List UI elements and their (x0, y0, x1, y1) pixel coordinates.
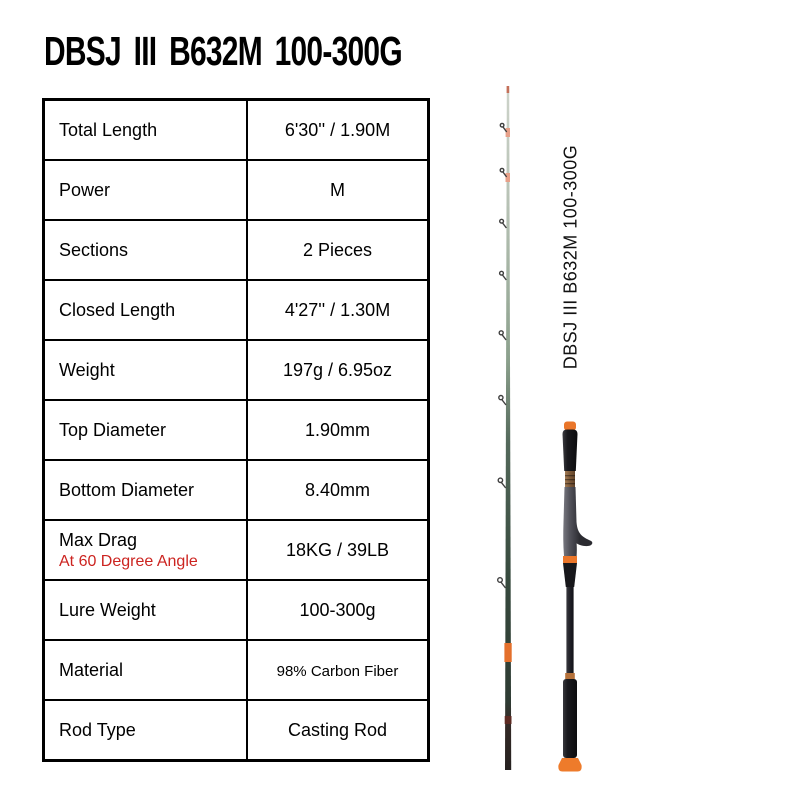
nut-groove (565, 479, 575, 481)
spec-value: 1.90mm (246, 399, 430, 461)
table-row: Bottom Diameter 8.40mm (42, 459, 430, 521)
copper-ring (565, 673, 575, 679)
table-row: Max Drag At 60 Degree Angle 18KG / 39LB (42, 519, 430, 581)
spec-label: Max Drag At 60 Degree Angle (42, 519, 248, 581)
line-guide-ring (497, 577, 504, 584)
spec-label: Total Length (42, 98, 248, 161)
spec-label: Material (42, 639, 248, 701)
nut-groove (565, 483, 575, 485)
spec-label: Weight (42, 339, 248, 401)
eva-foregrip (562, 429, 578, 471)
spec-label: Sections (42, 219, 248, 281)
handle-hub (563, 563, 577, 587)
spec-value: M (246, 159, 430, 221)
reel-seat-trigger (563, 522, 593, 556)
spec-label: Top Diameter (42, 399, 248, 461)
butt-cap (558, 758, 582, 772)
line-guide-ring (497, 477, 504, 484)
spec-label: Bottom Diameter (42, 459, 248, 521)
rod-tip-blank (505, 88, 512, 770)
table-row: Sections 2 Pieces (42, 219, 430, 281)
table-row: Rod Type Casting Rod (42, 699, 430, 762)
spec-label-warning: At 60 Degree Angle (59, 552, 198, 570)
line-guide-ring (498, 270, 505, 276)
spec-label: Closed Length (42, 279, 248, 341)
line-guide-ring (498, 394, 504, 401)
spec-table: Total Length 6'30'' / 1.90M Power M Sect… (42, 98, 430, 762)
reel-seat-nut (565, 471, 575, 487)
foregrip-top-cap (564, 421, 576, 431)
spec-value: Casting Rod (246, 699, 430, 762)
rod-handle-section (558, 421, 593, 772)
table-row: Weight 197g / 6.95oz (42, 339, 430, 401)
spec-value: 2 Pieces (246, 219, 430, 281)
rod-tip-top (506, 86, 510, 93)
line-guide-icon (502, 171, 508, 178)
spec-label: Power (42, 159, 248, 221)
spec-value: 6'30'' / 1.90M (246, 98, 430, 161)
table-row: Material 98% Carbon Fiber (42, 639, 430, 701)
guide-wrap (505, 173, 510, 182)
line-guide-ring (499, 167, 505, 173)
orange-trim-ring (563, 556, 577, 563)
eva-rear-grip (563, 679, 577, 758)
line-guide-ring (499, 218, 505, 224)
spec-value: 18KG / 39LB (246, 519, 430, 581)
page-title: DBSJ III B632M 100-300G (44, 28, 403, 74)
spec-label-main: Max Drag (59, 529, 138, 550)
spec-value: 98% Carbon Fiber (246, 639, 430, 701)
table-row: Total Length 6'30'' / 1.90M (42, 98, 430, 161)
table-row: Closed Length 4'27'' / 1.30M (42, 279, 430, 341)
line-guide-ring (498, 330, 504, 336)
spec-value: 100-300g (246, 579, 430, 641)
line-guide-icon (502, 126, 508, 133)
reel-seat-upper (563, 487, 577, 522)
table-row: Top Diameter 1.90mm (42, 399, 430, 461)
nut-groove (565, 475, 575, 477)
spec-value: 197g / 6.95oz (246, 339, 430, 401)
spec-value-text: 98% Carbon Fiber (276, 662, 399, 680)
rod-tip-section (497, 86, 512, 770)
ferrule-band (504, 716, 512, 724)
line-guides (497, 122, 508, 589)
guide-wrap (505, 128, 510, 137)
orange-wrap-band (504, 643, 512, 662)
table-row: Lure Weight 100-300g (42, 579, 430, 641)
spec-value: 8.40mm (246, 459, 430, 521)
spec-label: Rod Type (42, 699, 248, 762)
spec-label: Lure Weight (42, 579, 248, 641)
table-row: Power M (42, 159, 430, 221)
line-guide-ring (499, 122, 505, 128)
carbon-shaft (566, 587, 574, 673)
spec-value: 4'27'' / 1.30M (246, 279, 430, 341)
